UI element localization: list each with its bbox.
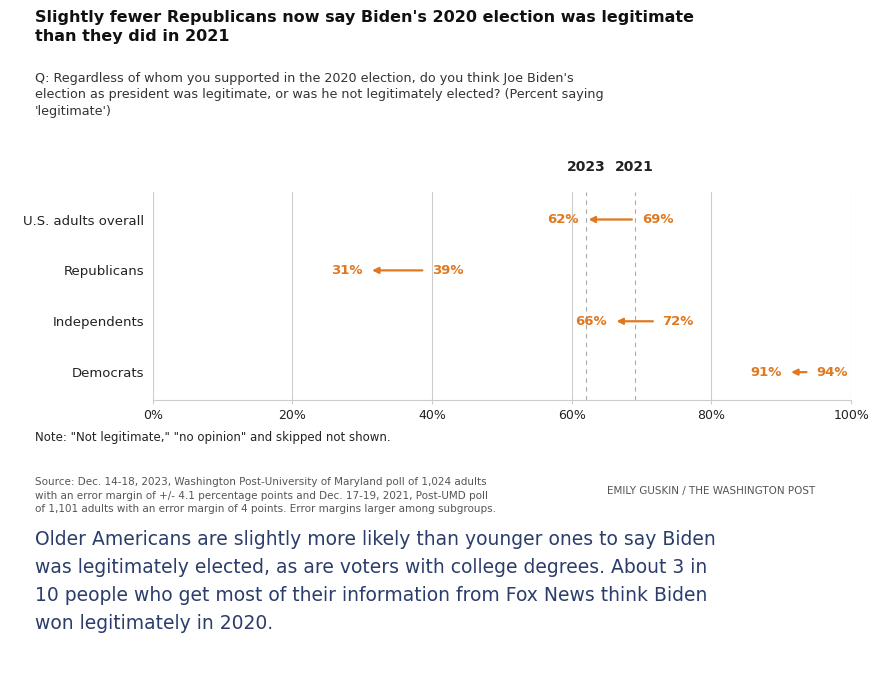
Text: EMILY GUSKIN / THE WASHINGTON POST: EMILY GUSKIN / THE WASHINGTON POST: [607, 486, 815, 496]
Text: 91%: 91%: [750, 366, 781, 379]
Text: Note: "Not legitimate," "no opinion" and skipped not shown.: Note: "Not legitimate," "no opinion" and…: [35, 431, 390, 444]
Text: 69%: 69%: [642, 213, 673, 226]
Text: Source: Dec. 14-18, 2023, Washington Post-University of Maryland poll of 1,024 a: Source: Dec. 14-18, 2023, Washington Pos…: [35, 477, 496, 514]
Text: 2023: 2023: [567, 161, 605, 174]
Text: 66%: 66%: [575, 315, 607, 328]
Text: 94%: 94%: [816, 366, 848, 379]
Text: 2021: 2021: [615, 161, 654, 174]
Text: 62%: 62%: [547, 213, 579, 226]
Text: 39%: 39%: [432, 264, 464, 277]
Text: 31%: 31%: [331, 264, 362, 277]
Text: Slightly fewer Republicans now say Biden's 2020 election was legitimate
than the: Slightly fewer Republicans now say Biden…: [35, 10, 694, 44]
Text: Older Americans are slightly more likely than younger ones to say Biden
was legi: Older Americans are slightly more likely…: [35, 530, 716, 633]
Text: 72%: 72%: [663, 315, 694, 328]
Text: Q: Regardless of whom you supported in the 2020 election, do you think Joe Biden: Q: Regardless of whom you supported in t…: [35, 72, 603, 118]
